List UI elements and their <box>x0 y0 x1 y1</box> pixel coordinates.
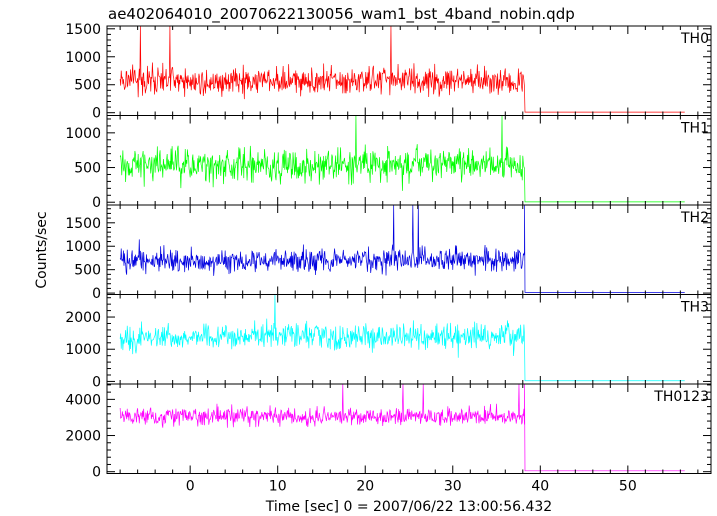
y-tick-label: 0 <box>92 465 101 481</box>
y-tick-label: 2000 <box>65 310 101 326</box>
series-label-th0123: TH0123 <box>653 389 709 405</box>
panel-th0123: 0 2000 4000 TH0123 <box>65 383 712 481</box>
y-tick-label: 500 <box>74 78 101 94</box>
y-tick-label: 500 <box>74 263 101 279</box>
x-tick-label: 10 <box>269 479 287 495</box>
y-tick-label: 1000 <box>65 342 101 358</box>
panel-th2: 0 500 1000 1500 TH2 <box>65 204 712 302</box>
panel-th0: 0 500 1000 1500 TH0 <box>65 22 712 122</box>
panel-frame <box>106 25 712 116</box>
series-line-th3 <box>119 294 685 382</box>
x-tick-label: 20 <box>356 479 374 495</box>
y-tick-label: 1000 <box>65 239 101 255</box>
y-tick-label: 500 <box>74 161 101 177</box>
x-tick-label: 40 <box>531 479 549 495</box>
series-line-th1 <box>119 115 685 203</box>
series-label-th0: TH0 <box>680 31 709 47</box>
y-tick-label: 2000 <box>65 429 101 445</box>
panel-frame <box>106 383 712 474</box>
y-axis-label: Counts/sec <box>34 211 50 288</box>
x-axis-label: Time [sec] 0 = 2007/06/22 13:00:56.432 <box>265 499 552 515</box>
y-tick-label: 1500 <box>65 22 101 38</box>
panel-frame <box>106 204 712 295</box>
series-label-th2: TH2 <box>680 210 709 226</box>
x-tick-label: 0 <box>186 479 195 495</box>
y-tick-label: 0 <box>92 106 101 122</box>
chart-title: ae402064010_20070622130056_wam1_bst_4ban… <box>108 5 575 24</box>
series-line-th0123 <box>119 384 685 472</box>
y-tick-label: 0 <box>92 286 101 302</box>
y-tick-label: 0 <box>92 374 101 390</box>
series-label-th3: TH3 <box>680 300 709 316</box>
y-tick-label: 4000 <box>65 392 101 408</box>
y-tick-label: 0 <box>92 195 101 211</box>
panel-th1: 0 500 1000 TH1 <box>65 115 712 211</box>
y-tick-label: 1000 <box>65 126 101 142</box>
y-tick-label: 1500 <box>65 216 101 232</box>
series-label-th1: TH1 <box>680 121 709 137</box>
panel-th3: 0 1000 2000 TH3 <box>65 294 712 390</box>
y-tick-label: 1000 <box>65 50 101 66</box>
x-tick-label: 50 <box>619 479 637 495</box>
series-line-th2 <box>119 205 685 293</box>
series-line-th0 <box>119 26 685 113</box>
x-tick-label: 30 <box>444 479 462 495</box>
